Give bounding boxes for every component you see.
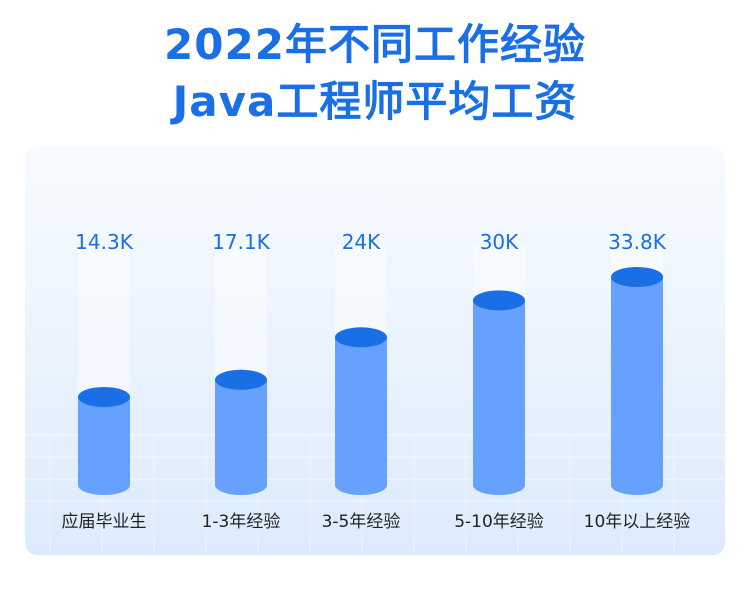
- bar-bottom-cap: [335, 475, 387, 495]
- chart-title-line2: Java工程师平均工资: [172, 77, 578, 126]
- bar-chart: 14.3K 应届毕业生 17.1K 1-3年经验 24K 3-5年经验 30K 5-10年经验…: [25, 230, 725, 555]
- category-label: 5-10年经验: [454, 512, 544, 532]
- bar-top-cap: [215, 369, 267, 390]
- category-label: 3-5年经验: [322, 512, 401, 532]
- value-label: 14.3K: [75, 230, 134, 254]
- bar-top-cap: [611, 267, 663, 287]
- value-label: 30K: [480, 230, 519, 254]
- bar-top-cap: [78, 387, 130, 407]
- value-label: 33.8K: [608, 230, 667, 254]
- bar-5: [611, 277, 663, 485]
- bar-bottom-cap: [611, 475, 663, 495]
- value-label: 17.1K: [212, 230, 271, 254]
- bar-top-cap: [473, 290, 525, 311]
- bar-1: [78, 397, 130, 485]
- bar-top-cap: [335, 327, 387, 348]
- chart-title-line1: 2022年不同工作经验: [164, 20, 586, 69]
- bar-bottom-cap: [215, 475, 267, 495]
- category-label: 10年以上经验: [584, 512, 691, 532]
- bar-3: [335, 337, 387, 485]
- category-label: 应届毕业生: [62, 512, 147, 532]
- chart-panel: 14.3K 应届毕业生 17.1K 1-3年经验 24K 3-5年经验 30K 5-10年经验…: [25, 147, 725, 555]
- bar-bottom-cap: [78, 475, 130, 495]
- bar-2: [215, 379, 267, 485]
- value-label: 24K: [342, 230, 381, 254]
- category-label: 1-3年经验: [202, 512, 281, 532]
- bar-bottom-cap: [473, 475, 525, 495]
- bar-4: [473, 300, 525, 485]
